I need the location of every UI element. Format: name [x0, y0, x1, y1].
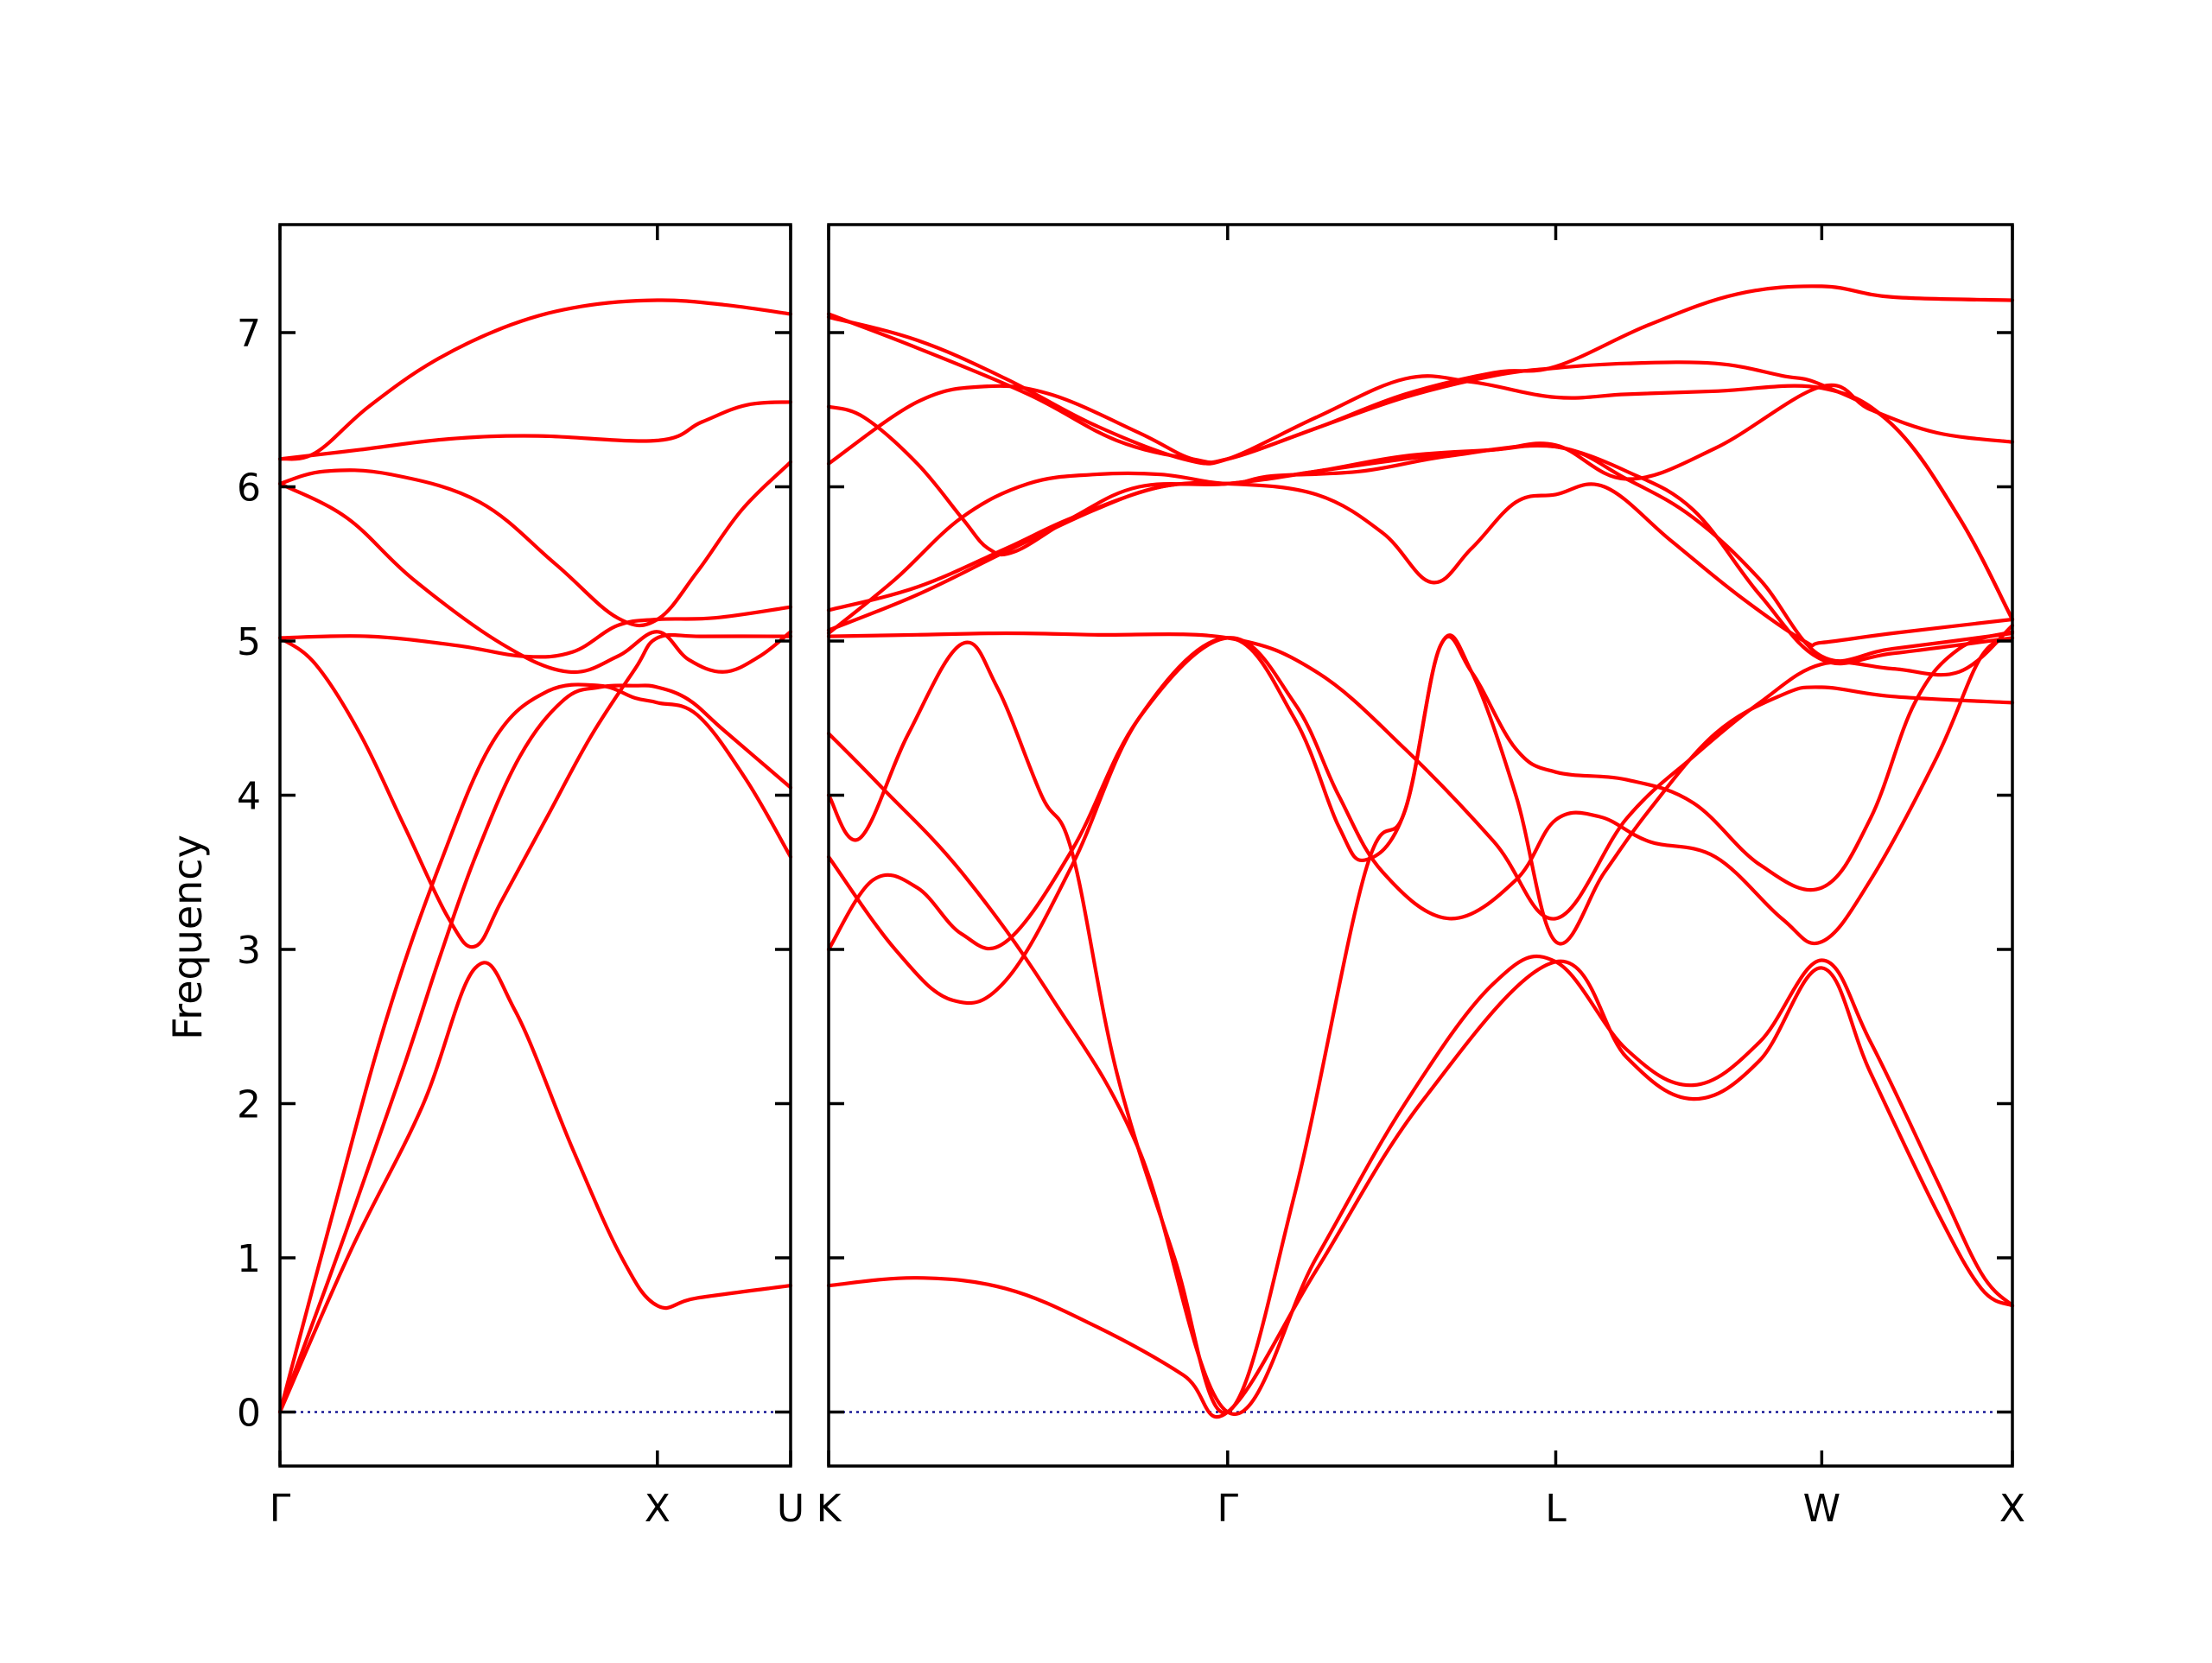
band-right-9: [826, 443, 2015, 663]
band-right-13: [826, 284, 2015, 465]
y-axis-label: Frequency: [164, 835, 211, 1040]
band-right-7: [826, 480, 2015, 648]
band-left-6: [277, 481, 793, 675]
y-tick-label-1: 1: [237, 1237, 261, 1281]
panel-frame-left: [278, 223, 792, 1468]
band-right-1: [826, 959, 2015, 1419]
y-tick-label-7: 7: [237, 312, 261, 356]
x-tick-label-right-2: L: [1545, 1487, 1567, 1531]
band-left-5: [277, 605, 793, 659]
band-right-2: [826, 732, 2015, 1416]
axis-ticks: [278, 225, 2014, 1466]
band-left-2: [277, 683, 793, 1414]
axis-labels: Γ X U K Γ L W X 0 1 2 3 4 5 6 7: [237, 312, 2025, 1531]
band-right-3: [826, 636, 2015, 952]
x-tick-label-right-3: W: [1803, 1487, 1841, 1531]
band-left-4: [277, 632, 793, 949]
band-right-10: [826, 383, 2015, 557]
x-tick-label-left-1: X: [645, 1487, 671, 1531]
y-tick-label-6: 6: [237, 466, 261, 510]
x-tick-label-right-0: K: [817, 1487, 842, 1531]
x-tick-label-left-2: U: [777, 1487, 804, 1531]
band-left-9: [277, 298, 793, 461]
y-tick-label-4: 4: [237, 774, 261, 818]
band-left-3: [277, 682, 793, 1414]
x-tick-label-right-4: X: [1999, 1487, 2025, 1531]
y-tick-label-0: 0: [237, 1392, 261, 1436]
y-tick-label-3: 3: [237, 929, 261, 973]
panel-frames: [278, 223, 2014, 1468]
panel-frame-right: [827, 223, 2014, 1468]
band-right-5: [826, 633, 2015, 1415]
y-tick-label-2: 2: [237, 1083, 261, 1127]
x-tick-label-left-0: Γ: [270, 1487, 291, 1531]
band-left-8: [277, 400, 793, 461]
band-right-6: [826, 624, 2015, 921]
band-left-1: [277, 961, 793, 1414]
band-right-12: [826, 315, 2015, 622]
band-lines: [277, 284, 2015, 1419]
x-tick-label-right-1: Γ: [1217, 1487, 1239, 1531]
band-right-11: [826, 374, 2015, 622]
band-left-7: [277, 460, 793, 628]
y-tick-label-5: 5: [237, 620, 261, 664]
